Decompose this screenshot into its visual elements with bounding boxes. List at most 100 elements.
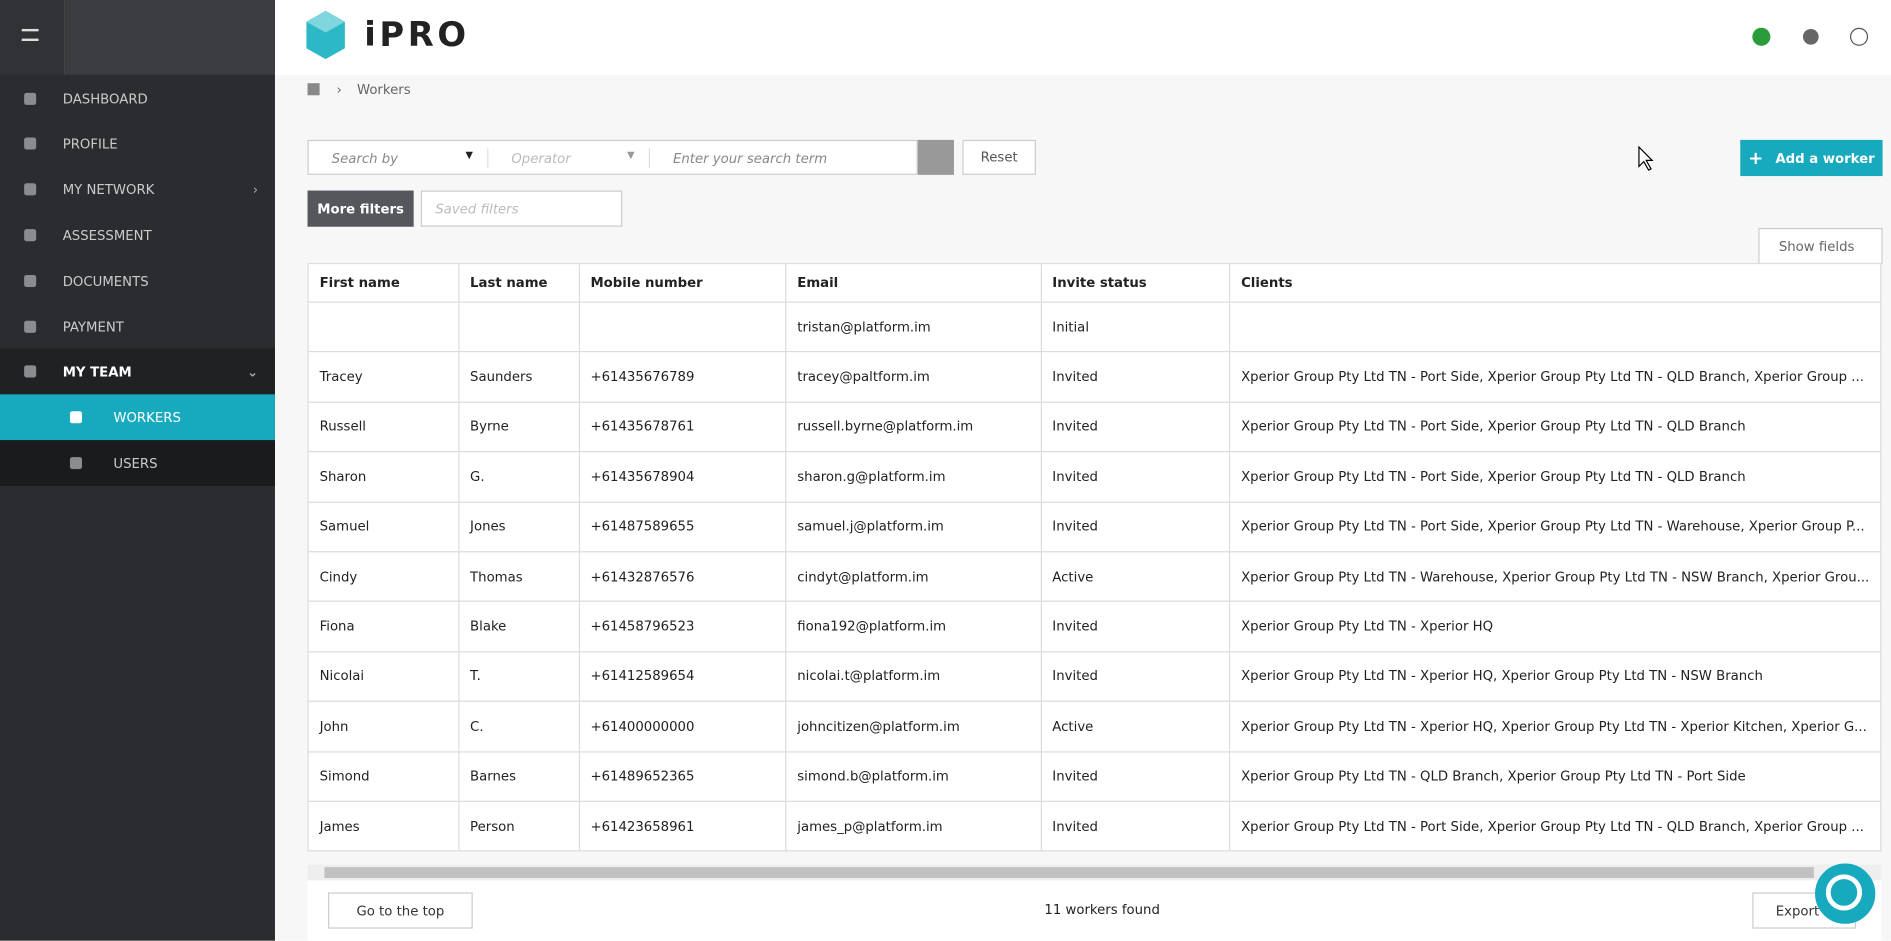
table-row[interactable]: Simond Barnes +61489652365 simond.b@platfor… <box>307 750 1882 802</box>
table-row[interactable]: Sharon G. +61435678904 sharon.g@platform.im… <box>307 451 1882 503</box>
table-cell: +61487589655 <box>578 501 787 553</box>
table-cell: Blake <box>457 600 580 653</box>
nav-icon <box>24 137 37 150</box>
status-icon[interactable] <box>1752 27 1771 46</box>
home-icon[interactable] <box>307 83 320 96</box>
show-fields[interactable]: Show fields <box>1758 227 1883 265</box>
table-row[interactable]: Samuel Jones +61487589655 samuel.j@platform… <box>307 501 1882 553</box>
more-filters-button[interactable]: More filters <box>307 190 414 227</box>
table-row[interactable]: James Person +61423658961 james_p@platform.… <box>307 800 1882 852</box>
nav-item[interactable]: DASHBOARD <box>0 76 275 122</box>
column-header[interactable]: Invite status <box>1040 262 1231 303</box>
column-header[interactable]: Mobile number <box>578 262 787 303</box>
table-cell: johncitizen@platform.im <box>785 700 1042 752</box>
help-widget[interactable] <box>1815 863 1876 924</box>
nav-sub-item[interactable]: WORKERS <box>0 394 275 441</box>
nav-icon <box>24 365 37 378</box>
h-scrollbar[interactable] <box>307 864 1882 881</box>
nav-icon <box>24 183 37 196</box>
divider <box>487 148 489 168</box>
table-cell: Xperior Group Pty Ltd TN - Port Side, Xp… <box>1229 800 1882 852</box>
table-row[interactable]: Russell Byrne +61435678761 russell.byrne@pl… <box>307 401 1882 453</box>
table-cell: Invited <box>1040 650 1231 703</box>
footer <box>307 880 1882 941</box>
nav-icon <box>24 274 37 288</box>
table-cell: tracey@paltform.im <box>785 351 1042 403</box>
help-icon[interactable] <box>1802 28 1819 45</box>
nav-item[interactable]: MY NETWORK › <box>0 166 275 212</box>
table-cell: sharon.g@platform.im <box>785 451 1042 503</box>
add-worker-button[interactable]: + Add a worker <box>1740 139 1883 177</box>
nav-label: DOCUMENTS <box>62 273 149 289</box>
search-button[interactable] <box>917 139 954 175</box>
nav-icon <box>69 411 83 424</box>
table-cell: Xperior Group Pty Ltd TN - Port Side, Xp… <box>1229 401 1882 453</box>
cursor <box>1638 145 1654 171</box>
nav-item[interactable]: DOCUMENTS <box>0 258 275 304</box>
table-cell: Barnes <box>457 750 580 802</box>
table-cell: Xperior Group Pty Ltd TN - Warehouse, Xp… <box>1229 551 1882 603</box>
sidebar: DASHBOARD PROFILE MY NETWORK › ASSESSMENT DOC… <box>0 0 275 941</box>
table-cell: simond.b@platform.im <box>785 750 1042 802</box>
table-cell: Invited <box>1040 501 1231 553</box>
nav-icon <box>69 457 83 470</box>
table-row[interactable]: Cindy Thomas +61432876576 cindyt@platform.i… <box>307 551 1882 603</box>
nav-icon <box>24 320 37 333</box>
table-row[interactable]: Tracey Saunders +61435676789 tracey@paltfor… <box>307 351 1882 403</box>
table-cell: Xperior Group Pty Ltd TN - Xperior HQ, X… <box>1229 650 1882 703</box>
breadcrumb: Workers <box>356 82 411 98</box>
table-row[interactable]: Nicolai T. +61412589654 nicolai.t@platform.… <box>307 650 1882 703</box>
table-cell: +61400000000 <box>578 700 787 752</box>
nav-item[interactable]: ASSESSMENT <box>0 212 275 258</box>
table-cell: Active <box>1040 551 1231 603</box>
table-cell: Simond <box>307 750 460 802</box>
table-cell: Tracey <box>307 351 460 403</box>
nav-label: MY TEAM <box>62 363 132 380</box>
table-cell: russell.byrne@platform.im <box>785 401 1042 453</box>
search-bar: Search by ▼ Operator ▼ Enter your search… <box>307 139 918 175</box>
nav-label: MY NETWORK <box>62 181 155 198</box>
table-cell: Invited <box>1040 600 1231 653</box>
search-input[interactable]: Enter your search term <box>672 150 828 167</box>
table-cell: Invited <box>1040 451 1231 503</box>
nav-item[interactable]: PROFILE <box>0 121 275 167</box>
table-cell <box>1229 301 1882 353</box>
nav-icon <box>24 229 37 242</box>
nav-item[interactable]: MY TEAM ⌄ <box>0 348 275 395</box>
table-cell: +61435676789 <box>578 351 787 403</box>
operator[interactable]: Operator <box>511 150 571 167</box>
table-cell: Cindy <box>307 551 460 603</box>
nav-item[interactable]: PAYMENT <box>0 304 275 350</box>
table-cell <box>457 301 580 353</box>
table-cell: John <box>307 700 460 752</box>
nav-label: PROFILE <box>62 135 118 152</box>
column-header[interactable]: Clients <box>1229 262 1882 303</box>
table-cell: Jones <box>457 501 580 553</box>
add-worker-label: Add a worker <box>1775 150 1875 166</box>
user-icon[interactable] <box>1850 27 1869 46</box>
table-row[interactable]: Fiona Blake +61458796523 fiona192@platform.… <box>307 600 1882 653</box>
breadcrumb-sep: › <box>336 82 342 98</box>
table-cell: cindyt@platform.im <box>785 551 1042 603</box>
table-cell: Sharon <box>307 451 460 503</box>
search-by[interactable]: Search by <box>331 150 399 167</box>
table-row[interactable]: tristan@platform.im Initial <box>307 301 1882 353</box>
column-header[interactable]: Email <box>785 262 1042 303</box>
divider <box>648 148 651 168</box>
table-row[interactable]: John C. +61400000000 johncitizen@platform.i… <box>307 700 1882 752</box>
table-cell: +61489652365 <box>578 750 787 802</box>
column-header[interactable]: First name <box>307 262 460 303</box>
table-cell: Initial <box>1040 301 1231 353</box>
nav-label: ASSESSMENT <box>62 227 152 244</box>
table-cell: fiona192@platform.im <box>785 600 1042 653</box>
nav-label: PAYMENT <box>62 318 124 335</box>
nav-sub-item[interactable]: USERS <box>0 440 275 487</box>
column-header[interactable]: Last name <box>457 262 580 303</box>
table-cell: Invited <box>1040 351 1231 403</box>
saved-filters[interactable]: Saved filters <box>420 190 623 227</box>
go-top-button[interactable]: Go to the top <box>328 892 473 929</box>
table-cell <box>578 301 787 353</box>
menu-toggle[interactable] <box>0 0 66 75</box>
reset-button[interactable]: Reset <box>962 139 1036 175</box>
